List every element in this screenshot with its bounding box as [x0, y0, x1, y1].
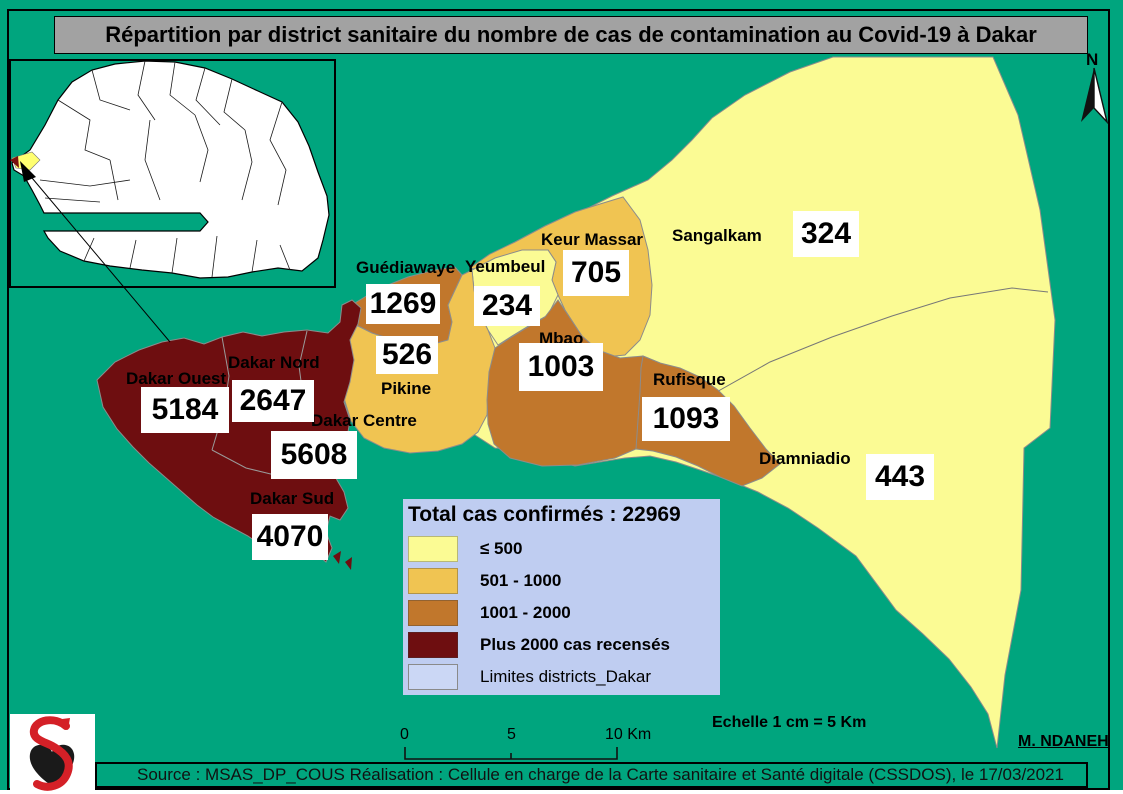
senegal-district-boundaries [39, 60, 291, 278]
dakar-islet [333, 551, 352, 570]
cases-mbao: 1003 [519, 343, 603, 391]
district-label-rufisque: Rufisque [653, 370, 726, 389]
district-label-diamniadio: Diamniadio [759, 449, 851, 468]
legend-label-le-500: ≤ 500 [480, 539, 523, 558]
legend-item: 1001 - 2000 [408, 597, 720, 629]
scale-text: Echelle 1 cm = 5 Km [712, 714, 867, 731]
map-frame [7, 9, 1110, 790]
source-bar: Source : MSAS_DP_COUS Réalisation : Cell… [95, 762, 1088, 788]
district-label-yeumbeul: Yeumbeul [465, 257, 546, 276]
scale-tick-0: 0 [400, 726, 409, 743]
cases-dakar-nord: 2647 [232, 380, 314, 422]
district-label-pikine: Pikine [381, 379, 432, 398]
cases-yeumbeul: 234 [474, 286, 540, 326]
author-credit: M. NDANEH [1018, 733, 1109, 750]
scale-tick-5: 5 [507, 726, 516, 743]
legend-swatch-limites [408, 664, 458, 690]
cases-guediawaye: 1269 [366, 284, 440, 324]
cases-rufisque: 1093 [642, 397, 730, 441]
north-label: N [1086, 50, 1099, 69]
legend-title: Total cas confirmés : 22969 [408, 503, 681, 526]
scale-bar [404, 747, 618, 760]
scale-tick-10: 10 Km [605, 726, 652, 743]
district-label-keur-massar: Keur Massar [541, 230, 644, 249]
legend-label-501-1000: 501 - 1000 [480, 571, 562, 590]
inset-dakar-highlight [11, 151, 41, 171]
sangalkam-diamniadio-boundary-line [712, 287, 1049, 395]
cases-keur-massar: 705 [563, 250, 629, 296]
legend-item: ≤ 500 [408, 533, 720, 565]
legend-swatch-1001-2000 [408, 600, 458, 626]
cases-dakar-sud: 4070 [252, 514, 328, 560]
north-arrow-icon [1081, 67, 1109, 125]
cases-pikine: 526 [376, 336, 438, 374]
inset-leader-line [26, 171, 171, 343]
cases-dakar-centre: 5608 [271, 431, 357, 479]
cases-diamniadio: 443 [866, 454, 934, 500]
legend-label-limites: Limites districts_Dakar [480, 667, 651, 686]
district-label-guediawaye: Guédiawaye [356, 258, 456, 277]
legend-item: 501 - 1000 [408, 565, 720, 597]
district-label-dakar-ouest: Dakar Ouest [126, 369, 227, 388]
legend-swatch-plus-2000 [408, 632, 458, 658]
legend-item: Plus 2000 cas recensés [408, 629, 720, 661]
msas-snake-logo-icon [29, 716, 75, 791]
source-text: Source : MSAS_DP_COUS Réalisation : Cell… [137, 765, 1064, 784]
legend-label-1001-2000: 1001 - 2000 [480, 603, 571, 622]
inset-dakar-tip [10, 156, 19, 168]
district-label-dakar-nord: Dakar Nord [228, 353, 320, 372]
inset-leader-arrowhead [20, 161, 36, 182]
senegal-inset-map [9, 59, 336, 343]
cases-dakar-ouest: 5184 [141, 387, 229, 433]
map-title: Répartition par district sanitaire du no… [54, 16, 1088, 54]
district-label-dakar-sud: Dakar Sud [250, 489, 335, 508]
legend-swatch-501-1000 [408, 568, 458, 594]
logo-box [10, 714, 95, 794]
cases-sangalkam: 324 [793, 211, 859, 257]
district-label-sangalkam: Sangalkam [672, 226, 762, 245]
legend-label-plus-2000: Plus 2000 cas recensés [480, 635, 670, 654]
legend-item: Limites districts_Dakar [408, 661, 720, 693]
district-label-dakar-centre: Dakar Centre [311, 411, 417, 430]
legend: Total cas confirmés : 22969 ≤ 500 501 - … [403, 499, 720, 695]
legend-swatch-le-500 [408, 536, 458, 562]
